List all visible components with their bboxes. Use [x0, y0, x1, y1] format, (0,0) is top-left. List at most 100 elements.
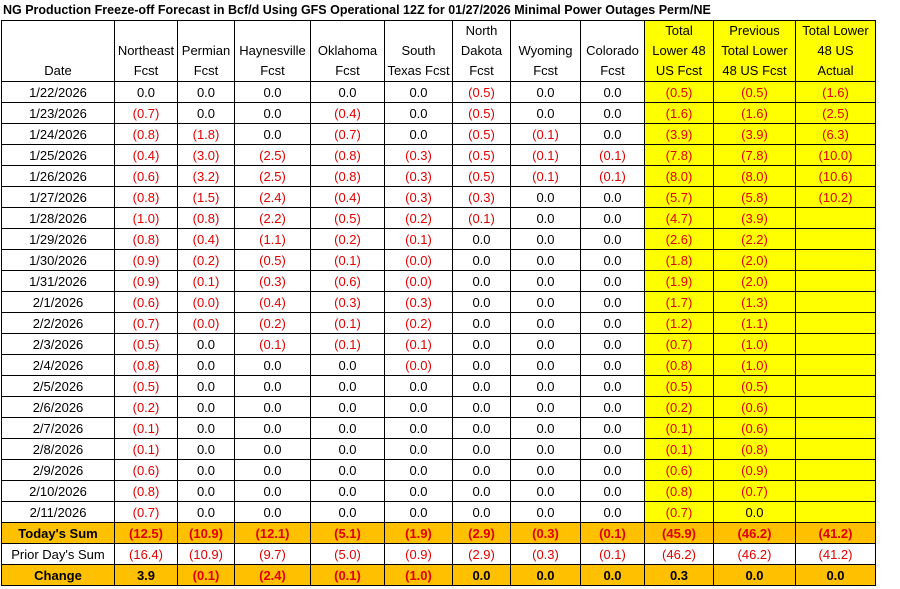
table-row: 2/10/2026 (0.8) 0.0 0.0 0.0 0.0 0.0 0.0 0.0 (0.8)…	[1, 480, 876, 502]
value-cell: 0.0	[510, 207, 581, 229]
value-cell: 0.0	[310, 81, 385, 103]
value-cell	[795, 459, 876, 481]
table-row: 2/2/2026 (0.7) (0.0) (0.2) (0.1) (0.2) 0.0 0.0 0…	[1, 312, 876, 334]
value-cell: (0.1)	[580, 165, 645, 187]
value-cell: 0.0	[580, 438, 645, 460]
value-cell: (0.1)	[580, 144, 645, 166]
value-cell: (0.1)	[384, 228, 453, 250]
column-header: North Dakota Fcst	[452, 20, 511, 82]
column-header-line: Fcst	[133, 63, 159, 78]
value-cell: (7.8)	[713, 144, 796, 166]
value-cell	[795, 249, 876, 271]
value-cell: 0.0	[234, 396, 311, 418]
value-cell: (10.9)	[177, 543, 235, 565]
change-row: Change 3.9 (0.1) (2.4) (0.1) (1.0) 0.0 0.0 0.0 0.…	[1, 564, 876, 586]
todays-sum-row: Today's Sum (12.5) (10.9) (12.1) (5.1) (1.9)(…	[1, 522, 876, 544]
value-cell: (0.7)	[644, 501, 714, 523]
value-cell: (0.6)	[114, 459, 178, 481]
column-header-line: Fcst	[335, 63, 360, 78]
value-cell: (41.2)	[795, 522, 876, 544]
row-label-cell: 2/11/2026	[1, 501, 115, 523]
column-header: Colorado Fcst	[580, 20, 645, 82]
value-cell: (0.0)	[384, 249, 453, 271]
row-label-cell: 2/5/2026	[1, 375, 115, 397]
value-cell: (0.2)	[644, 396, 714, 418]
column-header-line: Colorado	[586, 43, 639, 58]
value-cell: (0.0)	[177, 291, 235, 313]
value-cell: (0.3)	[310, 291, 385, 313]
value-cell: 0.0	[580, 123, 645, 145]
row-label-cell: 1/28/2026	[1, 207, 115, 229]
value-cell: 0.0	[384, 102, 453, 124]
column-header-line: South	[401, 43, 436, 58]
value-cell: 0.0	[384, 501, 453, 523]
value-cell: (0.1)	[177, 564, 235, 586]
value-cell: 0.0	[114, 81, 178, 103]
row-label-cell: 2/7/2026	[1, 417, 115, 439]
value-cell: 0.0	[510, 312, 581, 334]
column-header-line: Fcst	[469, 63, 494, 78]
value-cell: (1.1)	[234, 228, 311, 250]
column-header-line: Lower 48	[652, 43, 706, 58]
value-cell: 0.0	[234, 438, 311, 460]
value-cell: (0.5)	[644, 81, 714, 103]
value-cell: (0.6)	[713, 417, 796, 439]
value-cell: 0.0	[177, 459, 235, 481]
value-cell: 0.0	[384, 123, 453, 145]
table-row: 1/23/2026 (0.7) 0.0 0.0 (0.4) 0.0 (0.5) 0.0 0.0(…	[1, 102, 876, 124]
value-cell: 0.0	[510, 438, 581, 460]
column-header-line: Total	[665, 23, 693, 38]
row-label-cell: 2/3/2026	[1, 333, 115, 355]
value-cell: 0.0	[384, 375, 453, 397]
value-cell: 0.0	[580, 312, 645, 334]
column-header-line	[237, 22, 308, 42]
column-header-line	[4, 41, 112, 61]
value-cell: 0.0	[510, 417, 581, 439]
column-header-line: Fcst	[260, 63, 285, 78]
value-cell: 0.0	[384, 417, 453, 439]
column-header-line: Fcst	[193, 63, 219, 78]
table-row: 1/28/2026 (1.0) (0.8) (2.2) (0.5) (0.2) (0.1) 0…	[1, 207, 876, 229]
value-cell: 0.0	[177, 438, 235, 460]
value-cell: (0.1)	[510, 123, 581, 145]
value-cell: (0.1)	[580, 522, 645, 544]
value-cell: (0.7)	[713, 480, 796, 502]
value-cell: (0.1)	[114, 438, 178, 460]
value-cell	[795, 291, 876, 313]
value-cell: 0.0	[310, 417, 385, 439]
row-label-cell: 1/26/2026	[1, 165, 115, 187]
value-cell: (0.4)	[177, 228, 235, 250]
header-row: Date Northeast Fcst Permian Fcst Haynesvil…	[1, 20, 876, 82]
value-cell: 0.0	[510, 81, 581, 103]
value-cell	[795, 396, 876, 418]
value-cell: 0.0	[795, 564, 876, 586]
value-cell: 0.0	[234, 417, 311, 439]
column-header-line: Wyoming	[518, 43, 573, 58]
table-row: 2/4/2026 (0.8) 0.0 0.0 0.0 (0.0) 0.0 0.0 0.0 (0.8…	[1, 354, 876, 376]
value-cell: 0.0	[177, 417, 235, 439]
value-cell: (0.5)	[713, 375, 796, 397]
column-header-line: Haynesville	[239, 43, 306, 58]
value-cell: (0.0)	[384, 354, 453, 376]
table-row: 2/1/2026 (0.6) (0.0) (0.4) (0.3) (0.3) 0.0 0.0 0…	[1, 291, 876, 313]
value-cell: 0.0	[384, 438, 453, 460]
value-cell: (1.8)	[644, 249, 714, 271]
value-cell: 0.0	[580, 564, 645, 586]
value-cell: (10.2)	[795, 186, 876, 208]
value-cell: (5.1)	[310, 522, 385, 544]
value-cell: (1.0)	[713, 354, 796, 376]
value-cell: (0.1)	[310, 312, 385, 334]
value-cell: 0.0	[580, 228, 645, 250]
value-cell: 0.0	[452, 375, 511, 397]
value-cell: 0.0	[580, 459, 645, 481]
value-cell: (0.7)	[644, 333, 714, 355]
value-cell	[795, 375, 876, 397]
value-cell: 0.0	[580, 207, 645, 229]
value-cell: 0.0	[713, 501, 796, 523]
value-cell: (0.1)	[114, 417, 178, 439]
value-cell: (3.9)	[713, 207, 796, 229]
value-cell: (45.9)	[644, 522, 714, 544]
value-cell: 0.0	[452, 228, 511, 250]
column-header-line: Fcst	[533, 63, 558, 78]
value-cell: 0.0	[234, 102, 311, 124]
